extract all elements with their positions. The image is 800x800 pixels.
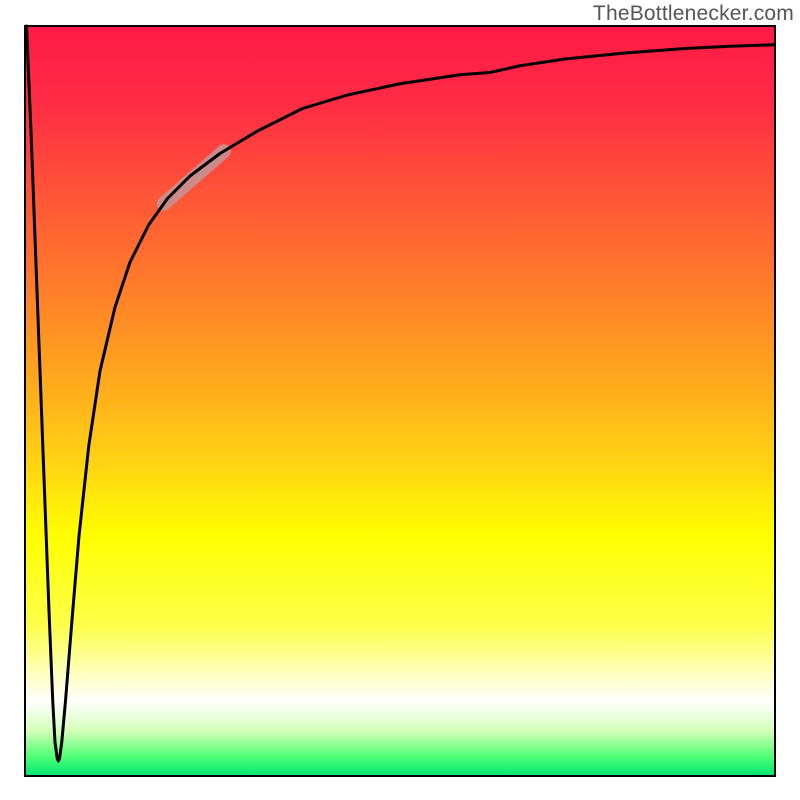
- attribution-label: TheBottlenecker.com: [593, 2, 794, 26]
- plot-background: [25, 26, 775, 776]
- bottleneck-chart: TheBottlenecker.com: [0, 0, 800, 800]
- chart-svg: [0, 0, 800, 800]
